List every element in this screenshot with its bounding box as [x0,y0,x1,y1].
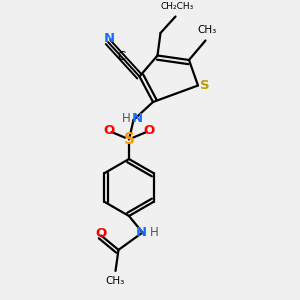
Text: H: H [150,226,159,239]
Text: N: N [131,112,143,125]
Text: CH₂CH₃: CH₂CH₃ [160,2,194,11]
Text: CH₃: CH₃ [197,25,217,35]
Text: S: S [124,132,134,147]
Text: H: H [122,112,130,125]
Text: N: N [135,226,147,239]
Text: O: O [144,124,155,137]
Text: C: C [117,50,126,64]
Text: S: S [200,79,209,92]
Text: CH₃: CH₃ [106,276,125,286]
Text: O: O [95,226,107,240]
Text: N: N [104,32,115,45]
Text: O: O [103,124,114,137]
